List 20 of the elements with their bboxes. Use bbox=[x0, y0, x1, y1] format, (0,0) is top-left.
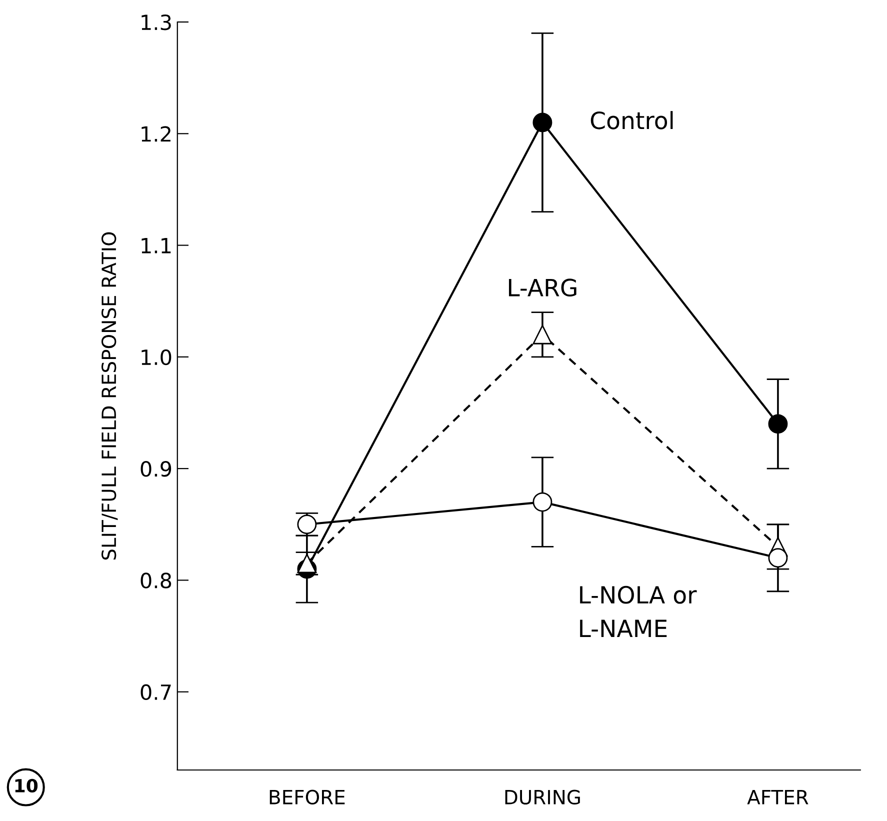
y-tick-label: 1.0 bbox=[142, 349, 172, 366]
y-tick-label: 1.1 bbox=[142, 238, 171, 254]
point bbox=[532, 112, 552, 132]
x-tick-label: AFTER bbox=[747, 790, 808, 804]
series-label: L-NOLA or L-NAME bbox=[580, 586, 697, 638]
y-axis-title: SLIT/FULL FIELD RESPONSE RATIO bbox=[101, 232, 118, 560]
series-label: Control bbox=[590, 111, 673, 130]
point bbox=[532, 492, 552, 512]
y-tick-label: 0.9 bbox=[140, 461, 172, 477]
text: 10 bbox=[15, 778, 38, 793]
y-tick-label: 1.2 bbox=[142, 126, 170, 142]
point bbox=[768, 548, 788, 568]
point bbox=[532, 324, 552, 344]
series-label: L-ARG bbox=[508, 278, 576, 297]
y-tick-label: 0.8 bbox=[140, 572, 172, 588]
point bbox=[768, 414, 788, 434]
y-tick-label: 1.3 bbox=[142, 14, 171, 30]
x-tick-label: DURING bbox=[505, 790, 580, 804]
y-tick-label: 0.7 bbox=[140, 684, 171, 700]
x-tick-label: BEFORE bbox=[270, 790, 345, 804]
